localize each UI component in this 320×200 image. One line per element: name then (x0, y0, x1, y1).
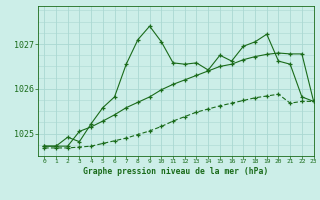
X-axis label: Graphe pression niveau de la mer (hPa): Graphe pression niveau de la mer (hPa) (84, 167, 268, 176)
